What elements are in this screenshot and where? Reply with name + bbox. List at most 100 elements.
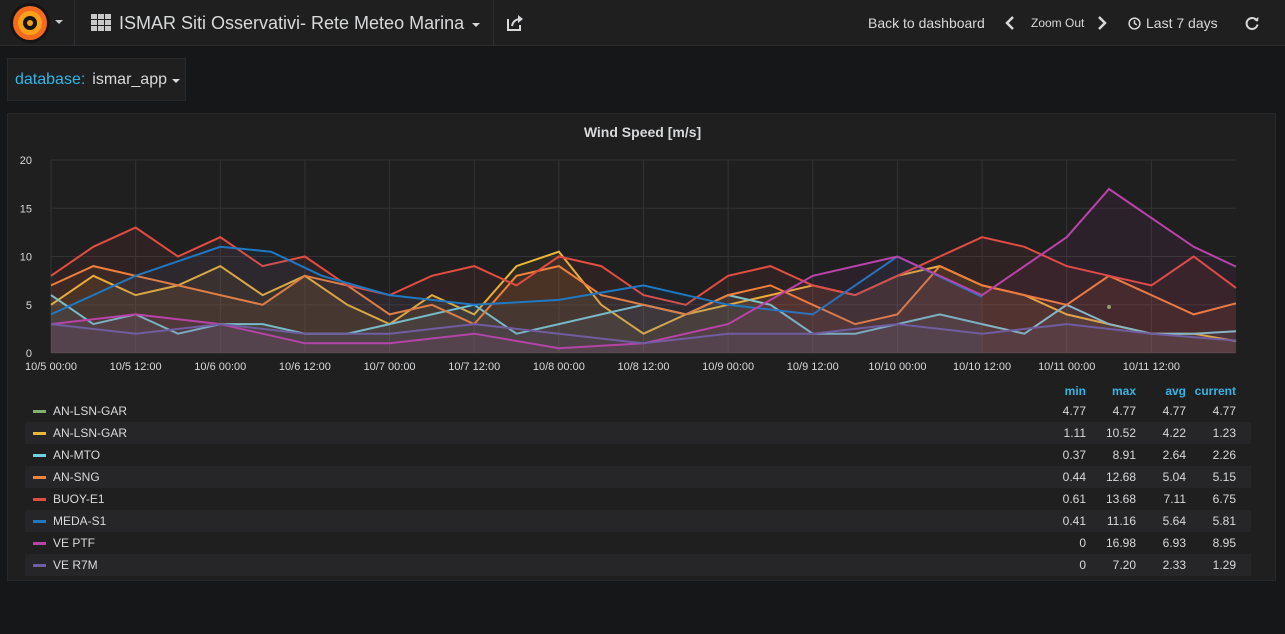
y-tick-label: 0 — [26, 348, 32, 360]
wind-speed-chart[interactable]: 0 5 10 15 20 10/5 00:00 10/5 12:00 10/6 00:00 10… — [8, 114, 1277, 374]
legend-swatch[interactable] — [33, 432, 46, 435]
wind-speed-panel[interactable]: Wind Speed [m/s] 0 5 10 15 20 10/5 00:00 10/5 … — [7, 113, 1276, 581]
x-tick-label: 10/6 00:00 — [194, 361, 246, 373]
legend-value-min: 0.41 — [1062, 514, 1086, 528]
legend-swatch[interactable] — [33, 542, 46, 545]
legend-value-max: 11.16 — [1106, 514, 1136, 528]
legend-series-name[interactable]: AN-SNG — [53, 470, 100, 484]
zoom-out-button[interactable]: Zoom Out — [1031, 16, 1085, 30]
grafana-menu-button[interactable] — [0, 0, 75, 46]
legend-value-avg: 5.64 — [1162, 514, 1186, 528]
legend-value-current: 4.77 — [1212, 404, 1236, 418]
x-tick-label: 10/11 00:00 — [1038, 361, 1095, 373]
legend-value-min: 0.61 — [1062, 492, 1086, 506]
x-tick-label: 10/10 12:00 — [953, 361, 1011, 373]
legend-value-max: 16.98 — [1105, 536, 1136, 550]
legend-value-max: 10.52 — [1105, 426, 1136, 440]
legend-series-name[interactable]: AN-LSN-GAR — [53, 404, 128, 418]
x-tick-label: 10/9 12:00 — [787, 361, 839, 373]
clock-icon — [1128, 16, 1141, 30]
refresh-icon[interactable] — [1244, 0, 1260, 46]
database-variable-picker[interactable]: database: ismar_app — [7, 58, 186, 101]
chevron-down-icon — [55, 20, 63, 24]
legend-row[interactable]: AN-LSN-GAR 1.11 10.52 4.22 1.23 — [25, 422, 1251, 444]
legend-series-name[interactable]: AN-LSN-GAR — [53, 426, 128, 440]
x-tick-label: 10/7 00:00 — [364, 361, 416, 373]
y-tick-label: 5 — [26, 300, 32, 312]
series-line — [50, 264, 1237, 326]
time-range-picker[interactable]: Last 7 days — [1128, 0, 1218, 46]
legend-row[interactable]: AN-SNG 0.44 12.68 5.04 5.15 — [25, 466, 1251, 488]
series-point — [1107, 304, 1112, 309]
legend-value-current: 8.95 — [1212, 536, 1236, 550]
x-tick-label: 10/5 12:00 — [110, 361, 162, 373]
legend-swatch[interactable] — [33, 410, 46, 413]
x-tick-label: 10/8 00:00 — [533, 361, 585, 373]
legend-header-current[interactable]: current — [1194, 384, 1236, 398]
legend-row[interactable]: AN-MTO 0.37 8.91 2.64 2.26 — [25, 444, 1251, 466]
x-tick-label: 10/11 12:00 — [1123, 361, 1180, 373]
dashboard-picker[interactable]: ISMAR Siti Osservativi- Rete Meteo Marin… — [91, 0, 481, 46]
nav-divider — [493, 0, 494, 46]
legend-row[interactable]: MEDA-S1 0.41 11.16 5.64 5.81 — [25, 510, 1251, 532]
legend-value-avg: 5.04 — [1162, 470, 1186, 484]
legend-row[interactable]: VE R7M 0 7.20 2.33 1.29 — [25, 554, 1251, 576]
chevron-down-icon — [472, 23, 481, 27]
legend-header-max[interactable]: max — [1111, 384, 1136, 398]
dashboard-grid-icon — [91, 14, 111, 31]
legend-swatch[interactable] — [33, 476, 46, 479]
series-line — [50, 226, 1237, 306]
legend-value-min: 0.37 — [1062, 448, 1086, 462]
panel-title[interactable]: Wind Speed [m/s] — [583, 124, 702, 140]
legend-header-avg[interactable]: avg — [1165, 384, 1186, 398]
series-line — [50, 250, 1237, 343]
legend-value-max: 7.20 — [1112, 558, 1136, 572]
series-area — [51, 295, 1236, 353]
legend-value-min: 4.77 — [1062, 404, 1086, 418]
legend-row[interactable]: VE PTF 0 16.98 6.93 8.95 — [25, 532, 1251, 554]
y-tick-label: 10 — [20, 252, 32, 264]
chevron-right-icon[interactable] — [1097, 0, 1107, 46]
legend-value-avg: 2.64 — [1162, 448, 1186, 462]
dashboard-title: ISMAR Siti Osservativi- Rete Meteo Marin… — [119, 12, 465, 33]
x-tick-label: 10/8 12:00 — [618, 361, 670, 373]
grafana-logo-icon — [10, 3, 50, 43]
legend-header-min[interactable]: min — [1064, 384, 1086, 398]
legend-series-name[interactable]: VE R7M — [53, 558, 98, 572]
time-range-label: Last 7 days — [1146, 15, 1218, 31]
legend-swatch[interactable] — [33, 498, 46, 501]
chevron-down-icon — [171, 79, 180, 83]
series-line — [50, 187, 1237, 350]
legend-value-max: 8.91 — [1112, 448, 1136, 462]
legend-swatch[interactable] — [33, 520, 46, 523]
legend-value-min: 0.44 — [1062, 470, 1086, 484]
variable-value: ismar_app — [92, 70, 167, 88]
legend-value-avg: 7.11 — [1163, 492, 1186, 506]
legend-series-name[interactable]: BUOY-E1 — [53, 492, 105, 506]
share-icon[interactable] — [505, 13, 525, 33]
legend-value-current: 5.81 — [1212, 514, 1236, 528]
legend-row[interactable]: AN-LSN-GAR 4.77 4.77 4.77 4.77 — [25, 400, 1251, 422]
legend-row[interactable]: BUOY-E1 0.61 13.68 7.11 6.75 — [25, 488, 1251, 510]
legend-value-avg: 4.22 — [1162, 426, 1186, 440]
legend-value-min: 0 — [1079, 536, 1086, 550]
legend-swatch[interactable] — [33, 564, 46, 567]
top-navbar: ISMAR Siti Osservativi- Rete Meteo Marin… — [0, 0, 1285, 46]
variable-label: database: — [15, 70, 86, 88]
series-area — [51, 189, 1236, 353]
x-tick-label: 10/6 12:00 — [279, 361, 331, 373]
series-area — [51, 227, 1236, 353]
legend-value-avg: 2.33 — [1162, 558, 1186, 572]
x-tick-label: 10/10 00:00 — [868, 361, 926, 373]
legend-series-name[interactable]: MEDA-S1 — [53, 514, 107, 528]
legend-value-current: 2.26 — [1212, 448, 1236, 462]
legend-swatch[interactable] — [33, 454, 46, 457]
back-to-dashboard-button[interactable]: Back to dashboard — [868, 15, 985, 31]
series-line — [50, 245, 983, 316]
legend-series-name[interactable]: VE PTF — [53, 536, 96, 550]
series-area — [51, 324, 1236, 353]
legend-series-name[interactable]: AN-MTO — [53, 448, 101, 462]
chevron-left-icon[interactable] — [1005, 0, 1015, 46]
legend-value-max: 4.77 — [1112, 404, 1136, 418]
x-tick-label: 10/7 12:00 — [448, 361, 500, 373]
